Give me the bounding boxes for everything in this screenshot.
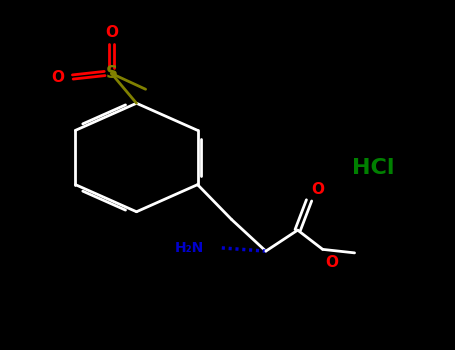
Text: S: S [106, 64, 117, 83]
Text: O: O [105, 25, 118, 40]
Text: O: O [311, 182, 324, 197]
Text: O: O [51, 70, 65, 84]
Text: O: O [325, 254, 338, 270]
Text: HCl: HCl [352, 158, 394, 178]
Text: H₂N: H₂N [175, 241, 204, 254]
